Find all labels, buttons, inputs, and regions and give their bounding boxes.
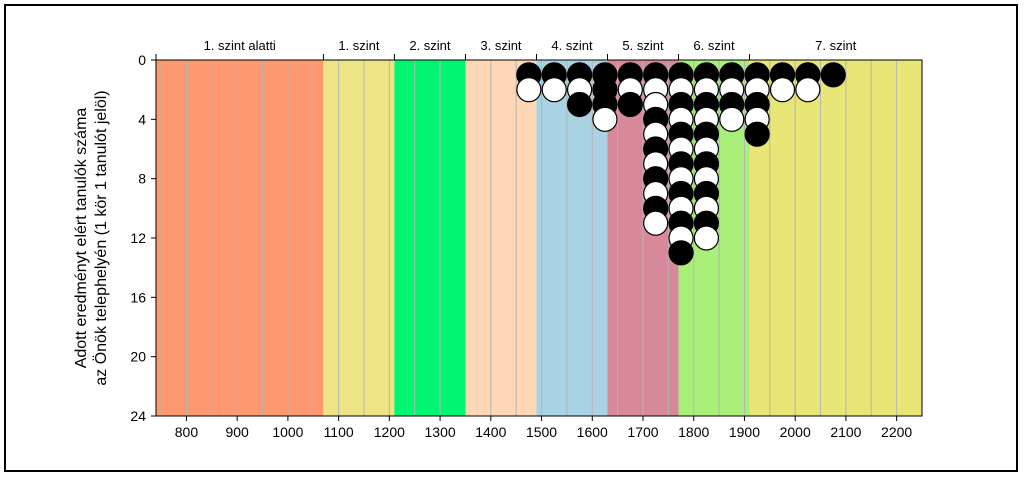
y-tick-label: 4 [138, 111, 146, 127]
x-tick-label: 1300 [425, 424, 456, 440]
band-label: 7. szint [815, 38, 857, 53]
level-band [323, 60, 395, 416]
student-dot-filled [744, 121, 770, 147]
band-label: 6. szint [693, 38, 735, 53]
x-tick-label: 1600 [577, 424, 608, 440]
y-tick-label: 0 [138, 52, 146, 68]
y-axis-label: Adott eredményt elért tanulók száma [73, 108, 90, 369]
student-dot-open [719, 106, 745, 132]
student-dot-filled [820, 62, 846, 88]
band-label: 2. szint [409, 38, 451, 53]
student-dot-filled [566, 91, 593, 118]
band-label: 1. szint alatti [204, 38, 276, 53]
student-dot-open [643, 210, 669, 236]
band-label: 4. szint [551, 38, 593, 53]
x-tick-label: 1700 [627, 424, 658, 440]
x-tick-label: 1100 [324, 424, 354, 440]
dot-chart: 1. szint alatti 1. szint 2. szint 3. szint 4… [73, 38, 923, 440]
student-dot-open [693, 225, 720, 251]
x-tick-label: 1200 [374, 424, 405, 440]
chart-frame: 1. szint alatti 1. szint 2. szint 3. szint 4… [4, 4, 1018, 472]
student-dot-open [769, 77, 796, 103]
x-tick-label: 2100 [830, 424, 861, 440]
y-tick-label: 24 [130, 408, 146, 424]
level-band [749, 60, 922, 416]
level-band [156, 60, 324, 416]
level-band [465, 60, 537, 416]
student-dot-open [541, 77, 567, 103]
x-tick-label: 900 [225, 424, 249, 440]
level-band [394, 60, 466, 416]
x-tick-label: 2000 [780, 424, 811, 440]
y-tick-label: 8 [138, 171, 146, 187]
y-tick-label: 20 [130, 349, 146, 365]
student-dot-open [592, 106, 618, 132]
y-tick-label: 16 [130, 289, 146, 305]
x-tick-label: 1000 [272, 424, 303, 440]
x-tick-label: 1800 [678, 424, 709, 440]
band-label: 3. szint [480, 38, 522, 53]
x-tick-label: 2200 [881, 424, 912, 440]
x-tick-label: 1400 [475, 424, 506, 440]
y-axis-label: az Önök telephelyén (1 kör 1 tanulót jel… [92, 90, 110, 385]
student-dot-open [516, 77, 542, 103]
band-label: 1. szint [338, 38, 380, 53]
student-dot-filled [617, 91, 643, 118]
x-tick-label: 1500 [526, 424, 557, 440]
student-dot-filled [668, 240, 694, 266]
student-dot-open [795, 77, 821, 103]
y-tick-label: 12 [130, 230, 146, 246]
band-label: 5. szint [622, 38, 664, 53]
x-tick-label: 800 [175, 424, 199, 440]
x-tick-label: 1900 [729, 424, 760, 440]
